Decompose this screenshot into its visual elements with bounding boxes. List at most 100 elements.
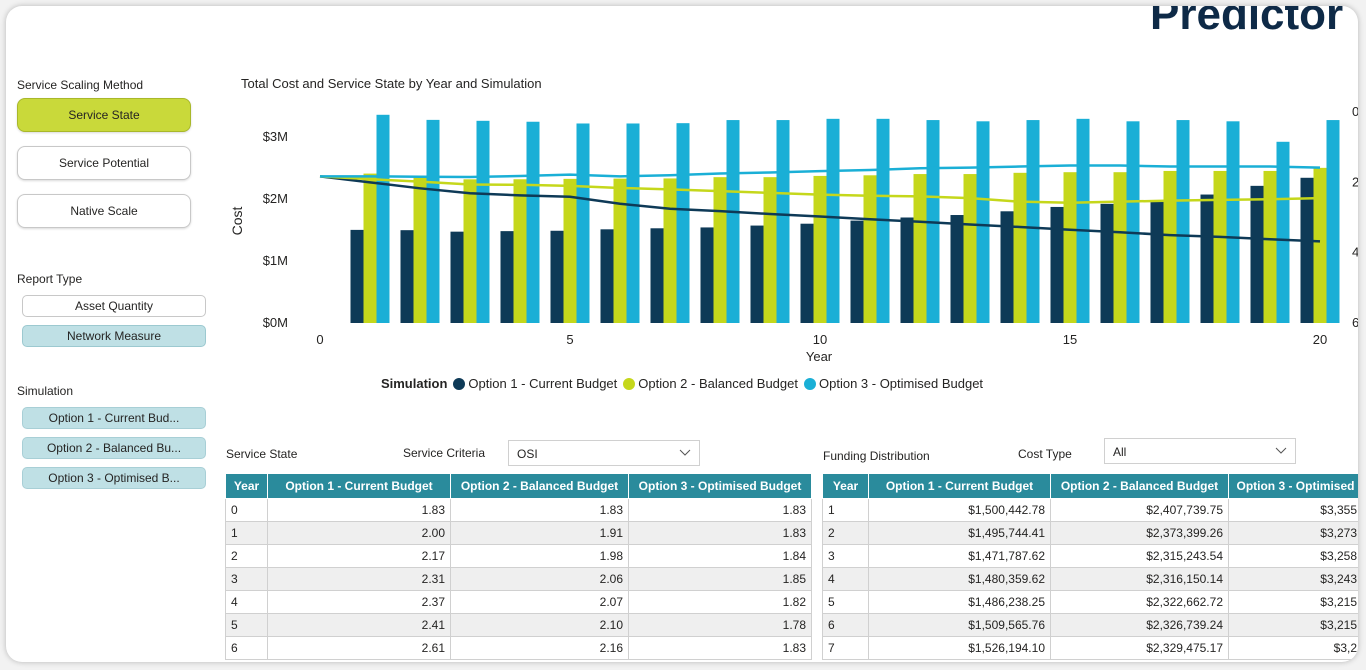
- bar: [1113, 172, 1127, 323]
- column-header: Option 3 - Optimised: [1228, 473, 1358, 499]
- column-header: Year: [822, 473, 869, 499]
- legend-marker: [453, 377, 466, 390]
- cost-type-dropdown[interactable]: All: [1104, 438, 1296, 464]
- table-cell: 1.98: [450, 544, 629, 568]
- column-header: Option 2 - Balanced Budget: [1050, 473, 1229, 499]
- bar: [1126, 121, 1140, 323]
- table-cell: $3,258: [1228, 544, 1358, 568]
- scaling-button[interactable]: Service Potential: [17, 146, 191, 180]
- table-row: 2 $1,495,744.41 $2,373,399.26 $3,273: [822, 521, 1358, 545]
- simulation-button[interactable]: Option 3 - Optimised B...: [22, 467, 206, 489]
- table-cell: $2,407,739.75: [1050, 498, 1229, 522]
- table-row: 2 2.17 1.98 1.84: [225, 544, 812, 568]
- table-cell: $1,471,787.62: [868, 544, 1051, 568]
- y-tick-label: $2M: [263, 191, 288, 206]
- table-cell: 1.83: [628, 521, 812, 545]
- bar: [1163, 170, 1177, 323]
- dropdown-value: All: [1113, 445, 1127, 459]
- bar: [1313, 167, 1327, 323]
- table-row: 0 1.83 1.83 1.83: [225, 498, 812, 522]
- column-header: Option 1 - Current Budget: [267, 473, 451, 499]
- table-cell: $2,373,399.26: [1050, 521, 1229, 545]
- legend: Simulation Option 1 - Current Budget Opti…: [6, 376, 1358, 391]
- dropdown-value: OSI: [517, 447, 538, 461]
- table-cell: 1.83: [628, 636, 812, 660]
- table-cell: 5: [822, 590, 869, 614]
- table-cell: 2.07: [450, 590, 629, 614]
- column-header: Option 1 - Current Budget: [868, 473, 1051, 499]
- bar: [563, 178, 577, 323]
- bar: [550, 230, 564, 323]
- y-tick-label: $1M: [263, 253, 288, 268]
- bar: [400, 230, 414, 323]
- y-tick-label: $3M: [263, 129, 288, 144]
- x-tick-label: 10: [813, 332, 827, 347]
- bar: [1300, 177, 1314, 323]
- service-criteria-dropdown[interactable]: OSI: [508, 440, 700, 466]
- legend-label: Option 3 - Optimised Budget: [819, 376, 984, 391]
- bar: [900, 217, 914, 323]
- report-type-button[interactable]: Network Measure: [22, 325, 206, 347]
- report-type-button[interactable]: Asset Quantity: [22, 295, 206, 317]
- bar: [826, 118, 840, 323]
- table-row: 3 $1,471,787.62 $2,315,243.54 $3,258: [822, 544, 1358, 568]
- table-row: 1 2.00 1.91 1.83: [225, 521, 812, 545]
- table-cell: 2.16: [450, 636, 629, 660]
- legend-label: Option 2 - Balanced Budget: [638, 376, 798, 391]
- bar: [513, 179, 527, 323]
- scaling-button[interactable]: Service State: [17, 98, 191, 132]
- table-cell: 1.83: [450, 498, 629, 522]
- table-cell: 3: [225, 567, 268, 591]
- simulation-button[interactable]: Option 2 - Balanced Bu...: [22, 437, 206, 459]
- bar: [976, 121, 990, 323]
- service-state-line: [320, 164, 1321, 179]
- header-row: Year Option 1 - Current Budget Option 2 - …: [225, 473, 812, 499]
- bar: [713, 177, 727, 323]
- service-table-label: Service State: [226, 447, 298, 461]
- bar: [1000, 211, 1014, 323]
- table-cell: 2.17: [267, 544, 451, 568]
- report-type-title: Report Type: [17, 272, 83, 286]
- column-header: Option 2 - Balanced Budget: [450, 473, 629, 499]
- legend-marker: [804, 377, 816, 390]
- table-cell: 1.83: [628, 498, 812, 522]
- table-cell: $1,486,238.25: [868, 590, 1051, 614]
- table-row: 6 2.61 2.16 1.83: [225, 636, 812, 660]
- simulation-button[interactable]: Option 1 - Current Bud...: [22, 407, 206, 429]
- bar: [600, 229, 614, 323]
- table-cell: $2,326,739.24: [1050, 613, 1229, 637]
- bar: [850, 220, 864, 323]
- table-cell: 1.85: [628, 567, 812, 591]
- x-tick-label: 5: [566, 332, 573, 347]
- table-cell: 2.61: [267, 636, 451, 660]
- table-cell: 2.37: [267, 590, 451, 614]
- table-cell: $2,322,662.72: [1050, 590, 1229, 614]
- bar: [350, 229, 364, 323]
- bar: [476, 120, 490, 324]
- funding-filter-label: Cost Type: [1018, 447, 1072, 461]
- scaling-button[interactable]: Native Scale: [17, 194, 191, 228]
- bar: [950, 215, 964, 323]
- bar: [463, 179, 477, 323]
- bar: [1026, 120, 1040, 323]
- logo: Predictor: [1150, 6, 1344, 39]
- table-cell: 2: [225, 544, 268, 568]
- table-cell: 2.06: [450, 567, 629, 591]
- y2-tick-label: 4: [1352, 245, 1358, 260]
- table-cell: 2.00: [267, 521, 451, 545]
- bar: [1213, 170, 1227, 323]
- bar: [426, 119, 440, 323]
- table-cell: $2,329,475.17: [1050, 636, 1229, 660]
- bar: [450, 231, 464, 323]
- table-cell: $3,2: [1228, 636, 1358, 660]
- legend-label: Option 1 - Current Budget: [468, 376, 618, 391]
- funding-table-label: Funding Distribution: [823, 449, 930, 463]
- bar: [1276, 141, 1290, 323]
- table-cell: 1.84: [628, 544, 812, 568]
- bar: [413, 175, 427, 323]
- bar: [613, 178, 627, 323]
- bar: [1063, 172, 1077, 323]
- y2-tick-label: 2: [1352, 174, 1358, 189]
- bar: [576, 123, 590, 323]
- table-cell: 3: [822, 544, 869, 568]
